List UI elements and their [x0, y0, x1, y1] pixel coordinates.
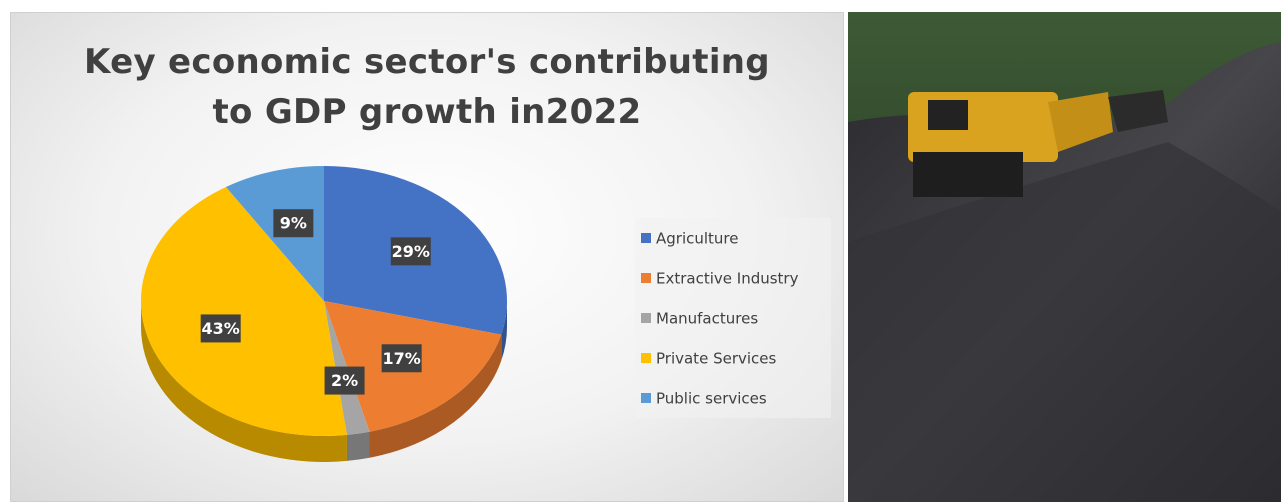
legend-label: Public services — [656, 390, 767, 408]
data-label-box — [200, 314, 241, 343]
data-label-box — [381, 344, 422, 373]
legend-label: Manufactures — [656, 310, 758, 328]
data-label: 29% — [392, 242, 430, 261]
data-label: 2% — [331, 371, 358, 390]
data-label: 17% — [382, 349, 420, 368]
pie-slice — [140, 187, 347, 436]
legend-swatch — [641, 273, 651, 283]
slice-depth — [141, 301, 347, 462]
legend-swatch — [641, 233, 651, 243]
bulldozer — [908, 90, 1168, 197]
chart-area: Key economic sector's contributing to GD… — [10, 12, 844, 502]
legend-swatch — [641, 313, 651, 323]
legend-swatch — [641, 353, 651, 363]
chart: 29% 17% 2% 43% 9% Agriculture Extractive Indus… — [140, 166, 831, 462]
legend-label: Agriculture — [656, 230, 739, 248]
legend-box — [635, 218, 831, 418]
data-label-box — [273, 209, 314, 238]
chart-title: Key economic sector's contributing to GD… — [84, 42, 770, 132]
slice-depth — [369, 334, 502, 458]
legend-label: Private Services — [656, 350, 777, 368]
data-label-box — [324, 366, 365, 395]
data-label: 9% — [280, 214, 307, 233]
legend-swatch — [641, 393, 651, 403]
slice-depth — [346, 431, 370, 461]
slice-depth — [501, 301, 507, 361]
data-label: 43% — [202, 319, 240, 338]
legend-label: Extractive Industry — [656, 270, 799, 288]
coal-slope — [848, 142, 1281, 502]
data-label-box — [390, 237, 431, 266]
photo — [848, 12, 1281, 502]
